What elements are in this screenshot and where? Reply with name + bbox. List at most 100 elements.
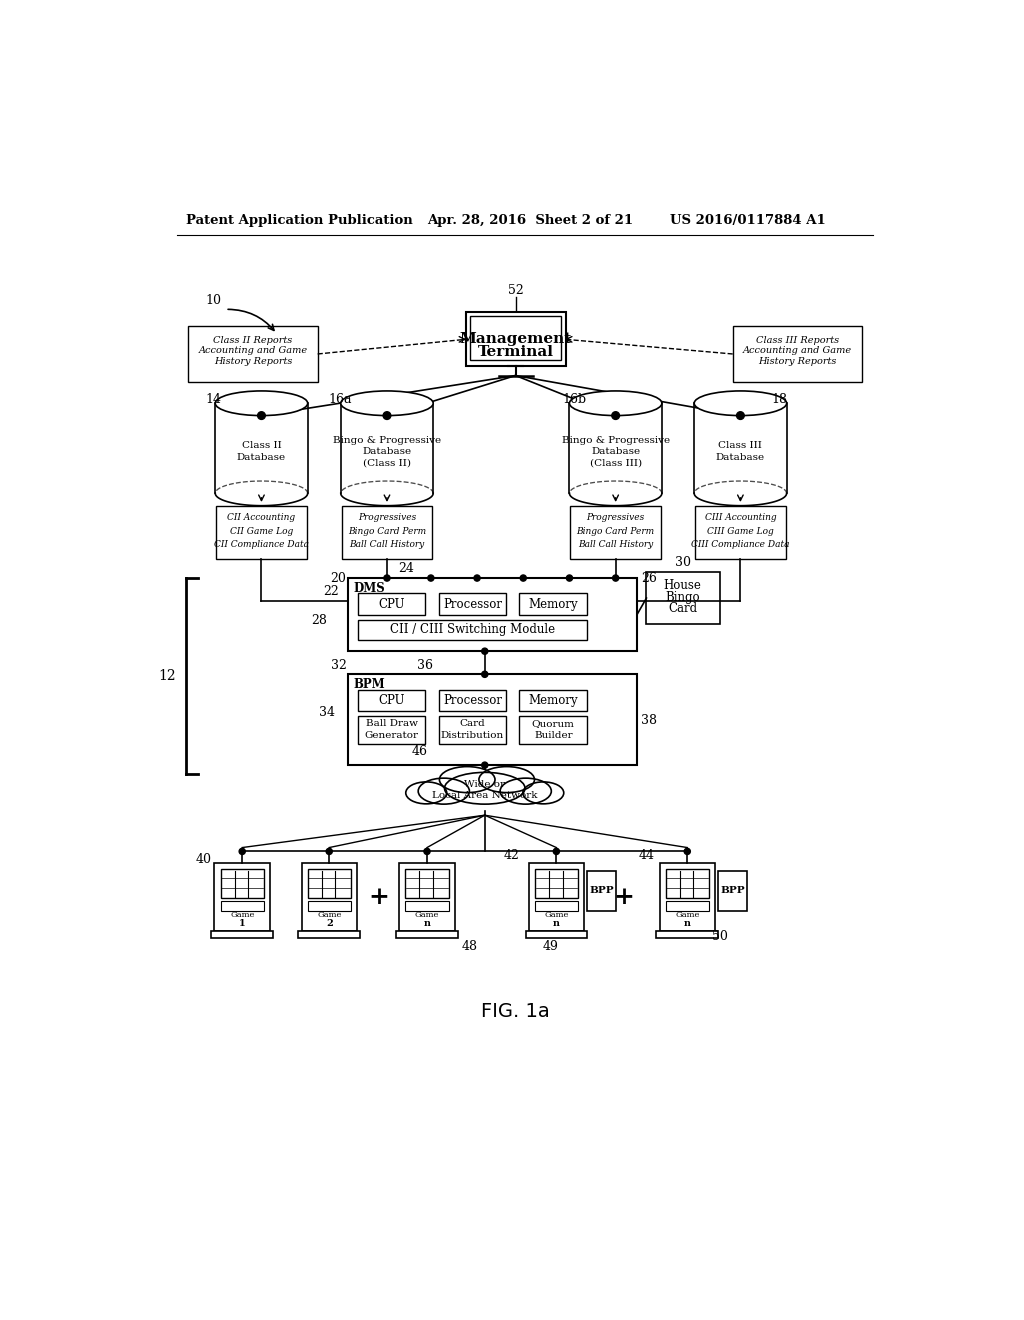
Bar: [525, 931, 587, 939]
Bar: [694, 404, 786, 494]
Circle shape: [474, 576, 480, 581]
Text: 28: 28: [311, 614, 327, 627]
Text: FIG. 1a: FIG. 1a: [481, 1002, 550, 1022]
Text: Generator: Generator: [365, 731, 419, 741]
Text: 16b: 16b: [563, 393, 587, 407]
Circle shape: [611, 412, 620, 420]
Text: 2: 2: [326, 919, 333, 928]
Bar: [438, 594, 506, 615]
Circle shape: [612, 576, 618, 581]
Circle shape: [258, 412, 265, 420]
Circle shape: [383, 412, 391, 420]
Bar: [570, 507, 662, 558]
Text: CII / CIII Switching Module: CII / CIII Switching Module: [390, 623, 555, 636]
Bar: [519, 715, 587, 743]
Circle shape: [481, 648, 487, 655]
Text: CII Game Log: CII Game Log: [229, 527, 293, 536]
Ellipse shape: [406, 781, 446, 804]
Text: BPM: BPM: [354, 677, 385, 690]
Bar: [466, 313, 565, 367]
Bar: [666, 869, 709, 899]
Bar: [399, 863, 455, 931]
Text: Accounting and Game: Accounting and Game: [199, 346, 307, 355]
Text: Ball Call History: Ball Call History: [578, 540, 653, 549]
Bar: [569, 404, 662, 494]
Bar: [216, 507, 307, 558]
Text: US 2016/0117884 A1: US 2016/0117884 A1: [670, 214, 825, 227]
Text: 40: 40: [196, 853, 212, 866]
Ellipse shape: [215, 391, 307, 416]
Ellipse shape: [569, 391, 662, 416]
Circle shape: [566, 576, 572, 581]
Bar: [220, 869, 264, 899]
Text: 10: 10: [206, 294, 222, 308]
Text: Class III Reports: Class III Reports: [756, 335, 839, 345]
Text: 36: 36: [418, 659, 433, 672]
Bar: [211, 931, 273, 939]
Bar: [519, 689, 587, 711]
Bar: [298, 931, 360, 939]
Bar: [535, 869, 578, 899]
Bar: [215, 404, 307, 494]
Text: Database: Database: [591, 447, 640, 457]
Bar: [733, 326, 862, 381]
Text: Memory: Memory: [528, 598, 579, 611]
Bar: [646, 572, 720, 624]
Text: Bingo & Progressive: Bingo & Progressive: [333, 436, 441, 445]
Bar: [659, 863, 715, 931]
Text: Card: Card: [668, 602, 697, 615]
Text: n: n: [684, 919, 691, 928]
Text: 34: 34: [318, 706, 335, 719]
Circle shape: [428, 576, 434, 581]
Circle shape: [240, 849, 246, 854]
Ellipse shape: [439, 767, 495, 792]
Text: Game: Game: [675, 911, 699, 919]
Circle shape: [553, 849, 559, 854]
Bar: [535, 902, 578, 911]
Text: Class II Reports: Class II Reports: [213, 335, 293, 345]
Text: 22: 22: [323, 585, 339, 598]
Text: Quorum: Quorum: [531, 719, 574, 729]
Text: Management: Management: [460, 333, 571, 346]
Ellipse shape: [500, 779, 551, 804]
Text: 49: 49: [543, 940, 558, 953]
Text: +: +: [369, 884, 390, 909]
Text: 48: 48: [462, 940, 477, 953]
Text: Bingo & Progressive: Bingo & Progressive: [561, 436, 670, 445]
Text: 38: 38: [641, 714, 656, 727]
Text: CPU: CPU: [378, 598, 404, 611]
Text: Distribution: Distribution: [440, 731, 504, 741]
Bar: [528, 863, 584, 931]
Bar: [342, 507, 432, 558]
Text: Ball Draw: Ball Draw: [366, 719, 418, 729]
Text: 20: 20: [331, 572, 346, 585]
Text: BPP: BPP: [590, 886, 614, 895]
Text: Card: Card: [460, 719, 485, 729]
Text: Processor: Processor: [443, 598, 502, 611]
Text: CIII Compliance Data: CIII Compliance Data: [691, 540, 790, 549]
Bar: [214, 863, 270, 931]
Bar: [348, 578, 637, 651]
Bar: [188, 326, 317, 381]
Bar: [587, 871, 616, 911]
Text: History Reports: History Reports: [214, 358, 292, 366]
Bar: [656, 931, 718, 939]
Bar: [718, 871, 748, 911]
Text: Bingo: Bingo: [666, 591, 700, 603]
Text: Bingo Card Perm: Bingo Card Perm: [577, 527, 654, 536]
Text: Game: Game: [415, 911, 439, 919]
Text: CII Accounting: CII Accounting: [227, 512, 296, 521]
Text: 50: 50: [713, 931, 728, 944]
Bar: [357, 619, 587, 640]
Ellipse shape: [694, 391, 786, 416]
Circle shape: [520, 576, 526, 581]
Bar: [666, 902, 709, 911]
Text: 24: 24: [398, 562, 414, 576]
Text: Game: Game: [544, 911, 568, 919]
Text: History Reports: History Reports: [758, 358, 837, 366]
Bar: [357, 689, 425, 711]
Bar: [357, 715, 425, 743]
Text: House: House: [664, 579, 701, 593]
Text: Builder: Builder: [534, 731, 572, 741]
Text: Progressives: Progressives: [357, 512, 416, 521]
